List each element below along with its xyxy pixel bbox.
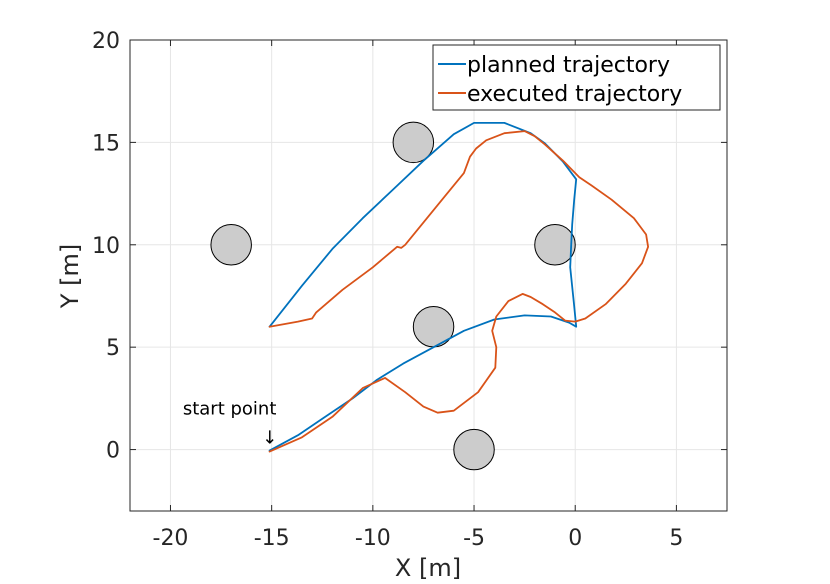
legend-label-executed: executed trajectory <box>467 82 682 107</box>
x-tick-label: -15 <box>254 526 290 551</box>
x-tick-label: 5 <box>669 526 683 551</box>
start-point-label: start point <box>183 399 277 420</box>
obstacle-circle <box>412 305 455 348</box>
x-tick-label: -5 <box>463 526 485 551</box>
legend: planned trajectory executed trajectory <box>432 44 721 111</box>
x-axis-label: X [m] <box>395 554 461 582</box>
y-tick-label: 0 <box>106 439 120 464</box>
x-tick-label: 0 <box>568 526 582 551</box>
axes <box>129 39 728 512</box>
executed-trajectory-line <box>268 130 649 453</box>
obstacle-circle <box>392 121 435 164</box>
axes-background <box>130 40 727 511</box>
y-tick-label: 15 <box>92 131 120 156</box>
y-axis-label: Y [m] <box>56 244 84 309</box>
axes-box <box>129 39 728 512</box>
x-tick-labels: -20 -15 -10 -5 0 5 <box>153 526 684 551</box>
planned-trajectory-line <box>268 122 578 452</box>
obstacle-circle <box>453 428 495 471</box>
y-tick-labels: 0 5 10 15 20 <box>92 29 120 464</box>
legend-label-planned: planned trajectory <box>467 53 670 78</box>
obstacle-circle <box>534 224 576 266</box>
start-point-annotation: start point ↓ <box>183 399 277 449</box>
legend-box <box>432 44 721 111</box>
x-tick-label: -10 <box>355 526 391 551</box>
obstacle-circle <box>210 224 252 266</box>
tick-marks <box>130 39 727 511</box>
y-tick-label: 10 <box>92 234 120 259</box>
obstacles <box>210 121 576 471</box>
y-tick-label: 5 <box>106 336 120 361</box>
down-arrow-icon: ↓ <box>262 428 277 449</box>
y-tick-label: 20 <box>92 29 120 54</box>
x-tick-label: -20 <box>153 526 189 551</box>
series-lines <box>268 122 649 453</box>
